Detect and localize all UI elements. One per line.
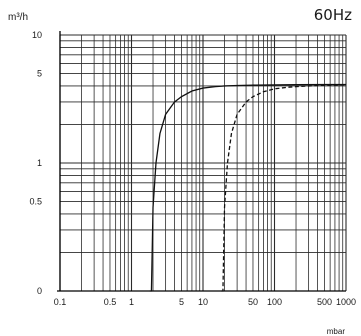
y-tick-label: 0 bbox=[37, 286, 42, 296]
x-tick-label: 100 bbox=[267, 297, 282, 307]
x-tick-label: 500 bbox=[317, 297, 332, 307]
x-tick-label: 1000 bbox=[336, 297, 356, 307]
x-tick-label: 0.5 bbox=[104, 297, 117, 307]
y-axis-label: m³/h bbox=[8, 12, 28, 23]
chart-title: 60Hz bbox=[314, 6, 352, 24]
x-tick-label: 1 bbox=[129, 297, 134, 307]
x-axis-label: mbar bbox=[327, 327, 346, 336]
plot-grid bbox=[57, 31, 347, 292]
curve-dashed bbox=[221, 83, 347, 292]
y-tick-label: 10 bbox=[32, 30, 42, 40]
x-tick-label: 5 bbox=[179, 297, 184, 307]
x-tick-label: 10 bbox=[198, 297, 208, 307]
y-tick-label: 5 bbox=[37, 69, 42, 79]
y-tick-label: 1 bbox=[37, 158, 42, 168]
plot-curves bbox=[149, 83, 347, 292]
curve-solid bbox=[149, 83, 346, 292]
x-tick-label: 50 bbox=[248, 297, 258, 307]
tick-labels: 0.1 0.5 1 5 10 50 100 500 1000 0 0.5 1 5 10 bbox=[29, 30, 356, 307]
y-tick-label: 0.5 bbox=[29, 197, 42, 207]
x-tick-label: 0.1 bbox=[54, 297, 67, 307]
